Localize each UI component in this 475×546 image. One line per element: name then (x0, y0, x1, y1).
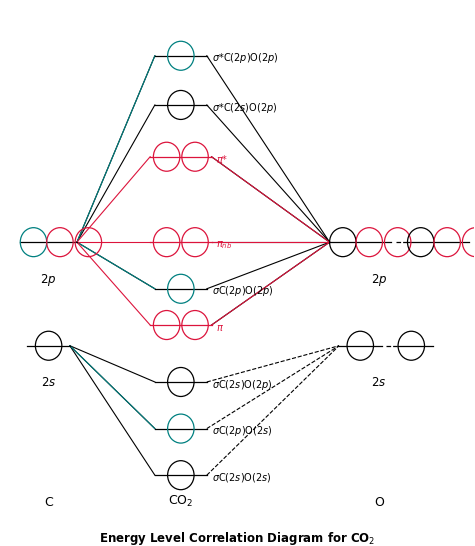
Text: $\sigma$*C(2$s$)O(2$p$): $\sigma$*C(2$s$)O(2$p$) (211, 100, 277, 115)
Text: CO$_2$: CO$_2$ (168, 494, 193, 509)
Text: 2$p$: 2$p$ (40, 272, 57, 288)
Text: C: C (44, 496, 53, 509)
Text: $\sigma$*C(2$p$)O(2$p$): $\sigma$*C(2$p$)O(2$p$) (211, 51, 278, 66)
Text: $\pi$*: $\pi$* (216, 153, 228, 165)
Text: Energy Level Correlation Diagram for CO$_2$: Energy Level Correlation Diagram for CO$… (99, 530, 376, 546)
Text: $\pi$: $\pi$ (216, 323, 224, 333)
Text: 2$p$: 2$p$ (371, 272, 388, 288)
Text: $\sigma$C(2$s$)O(2$p$): $\sigma$C(2$s$)O(2$p$) (211, 378, 272, 391)
Text: 2$s$: 2$s$ (41, 376, 56, 389)
Text: $\pi$$_{nb}$: $\pi$$_{nb}$ (216, 239, 233, 251)
Text: 2$s$: 2$s$ (371, 376, 387, 389)
Text: $\sigma$C(2$p$)O(2$s$): $\sigma$C(2$p$)O(2$s$) (211, 424, 272, 438)
Text: O: O (374, 496, 384, 509)
Text: $\sigma$C(2$s$)O(2$s$): $\sigma$C(2$s$)O(2$s$) (211, 471, 271, 484)
Text: $\sigma$C(2$p$)O(2$p$): $\sigma$C(2$p$)O(2$p$) (211, 284, 273, 298)
